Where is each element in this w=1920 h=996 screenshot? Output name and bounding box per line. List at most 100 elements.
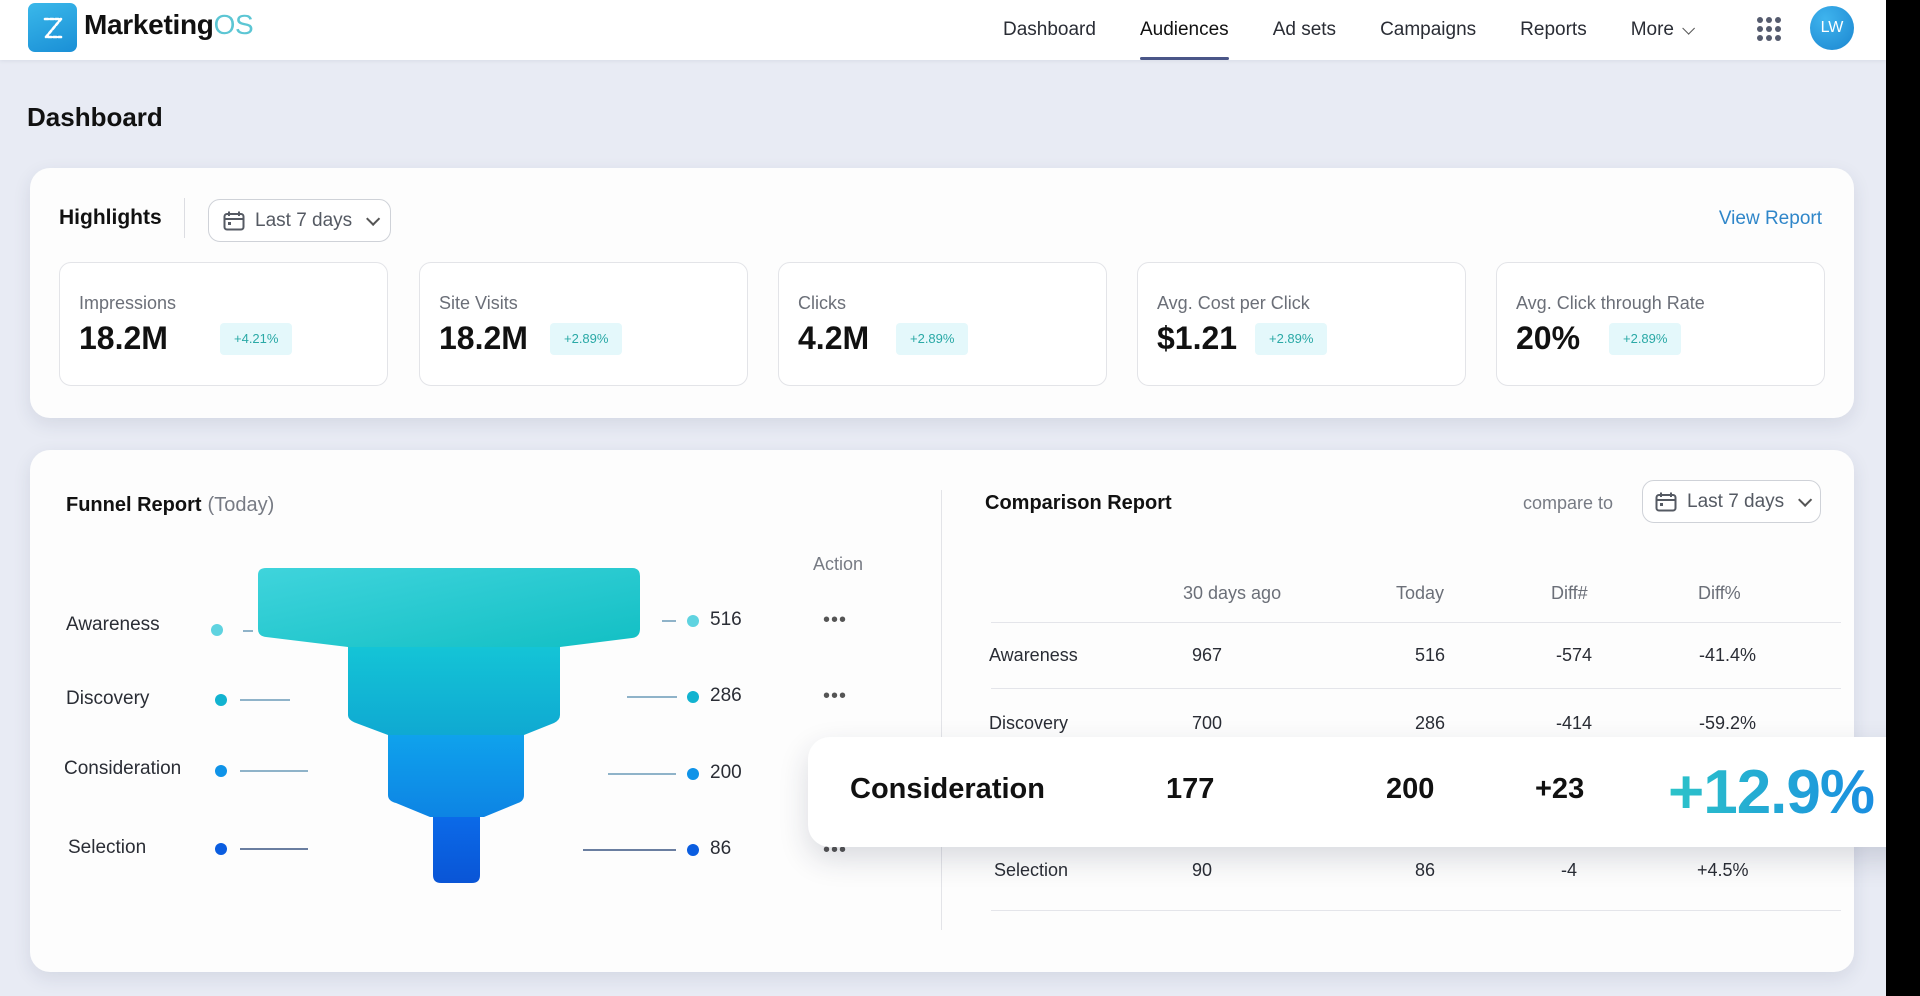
funnel-stage-label: Discovery xyxy=(66,688,150,709)
main-nav: Dashboard Audiences Ad sets Campaigns Re… xyxy=(1003,0,1735,60)
nav-reports[interactable]: Reports xyxy=(1520,0,1587,60)
connector-line xyxy=(627,696,677,698)
highlighted-consideration-row[interactable]: Consideration 177 200 +23 +12.9% xyxy=(808,737,1886,847)
calendar-icon xyxy=(223,211,245,230)
highlight-diff: +23 xyxy=(1535,773,1585,805)
metric-label: Avg. Click through Rate xyxy=(1516,293,1705,313)
row-past: 90 xyxy=(1192,860,1213,880)
row-divider xyxy=(991,910,1841,911)
row-diff: -4 xyxy=(1561,860,1578,880)
nav-label: Ad sets xyxy=(1272,19,1337,40)
connector-line xyxy=(583,849,676,851)
date-range-value: Last 7 days xyxy=(1687,490,1785,512)
highlight-stage: Consideration xyxy=(850,773,1045,805)
funnel-stage-label: Awareness xyxy=(66,614,160,635)
more-options-icon[interactable]: ••• xyxy=(823,685,848,707)
divider xyxy=(184,198,185,238)
funnel-stage-count: 516 xyxy=(710,609,742,630)
highlights-card: Highlights Last 7 days View Report Impre… xyxy=(30,168,1854,418)
row-today: 86 xyxy=(1415,860,1436,880)
metric-card-avg-cost-per-click[interactable]: Avg. Cost per Click $1.21 +2.89% xyxy=(1137,262,1466,386)
chevron-down-icon xyxy=(1682,21,1695,35)
nav-campaigns[interactable]: Campaigns xyxy=(1380,0,1476,60)
action-column-header: Action xyxy=(813,554,864,574)
metric-label: Avg. Cost per Click xyxy=(1157,293,1310,313)
metric-value: 18.2M xyxy=(439,320,528,356)
z-logo-icon[interactable] xyxy=(28,3,77,52)
stage-dot xyxy=(215,765,227,777)
nav-ad-sets[interactable]: Ad sets xyxy=(1273,0,1336,60)
nav-label: Dashboard xyxy=(1003,19,1096,40)
funnel-report-title: Funnel Report (Today) xyxy=(66,494,274,517)
stage-dot xyxy=(687,768,699,780)
connector-line xyxy=(240,699,290,701)
stage-dot xyxy=(687,615,699,627)
funnel-stage-count: 286 xyxy=(710,685,742,706)
connector-line xyxy=(608,773,676,775)
chevron-down-icon xyxy=(366,211,381,226)
comparison-report-title: Comparison Report xyxy=(985,492,1172,514)
metric-value: $1.21 xyxy=(1157,320,1238,356)
metric-value: 4.2M xyxy=(798,320,870,356)
row-divider xyxy=(991,622,1841,623)
row-pct: -41.4% xyxy=(1699,645,1757,665)
nav-audiences[interactable]: Audiences xyxy=(1139,0,1229,60)
column-header: Diff% xyxy=(1698,583,1741,603)
brand-accent: OS xyxy=(213,9,254,40)
funnel-segment-consideration xyxy=(388,735,524,817)
metric-label: Site Visits xyxy=(439,293,518,313)
metric-card-clicks[interactable]: Clicks 4.2M +2.89% xyxy=(778,262,1107,386)
funnel-title: Funnel Report xyxy=(66,494,202,516)
metric-card-avg-ctr[interactable]: Avg. Click through Rate 20% +2.89% xyxy=(1496,262,1825,386)
row-diff: -574 xyxy=(1556,645,1593,665)
funnel-segment-selection xyxy=(433,817,480,883)
nav-label: More xyxy=(1630,19,1674,40)
section-divider xyxy=(941,490,942,930)
metric-card-site-visits[interactable]: Site Visits 18.2M +2.89% xyxy=(419,262,748,386)
metric-delta-badge: +2.89% xyxy=(896,323,969,355)
view-report-link[interactable]: View Report xyxy=(1718,208,1822,229)
date-range-value: Last 7 days xyxy=(255,209,353,231)
stage-dot xyxy=(687,844,699,856)
row-today: 516 xyxy=(1415,645,1446,665)
nav-dashboard[interactable]: Dashboard xyxy=(1003,0,1096,60)
connector-line xyxy=(243,630,253,632)
row-stage: Selection xyxy=(994,860,1069,880)
highlights-title: Highlights xyxy=(59,206,162,229)
metric-label: Impressions xyxy=(79,293,177,313)
row-pct: +4.5% xyxy=(1697,860,1749,880)
nav-label: Reports xyxy=(1520,19,1587,40)
funnel-stage-label: Selection xyxy=(68,837,147,858)
funnel-subtitle: (Today) xyxy=(207,494,275,516)
row-divider xyxy=(991,688,1841,689)
more-options-icon[interactable]: ••• xyxy=(823,609,848,631)
nav-more-dropdown[interactable]: More xyxy=(1630,0,1695,60)
connector-line xyxy=(662,620,676,622)
highlight-today: 200 xyxy=(1386,773,1435,805)
calendar-icon xyxy=(1655,492,1677,511)
nav-label: Audiences xyxy=(1139,19,1229,40)
row-diff: -414 xyxy=(1556,713,1593,733)
funnel-stage-count: 86 xyxy=(710,838,732,859)
metric-value: 18.2M xyxy=(79,320,168,356)
user-initials: LW xyxy=(1820,19,1844,36)
comparison-date-range-select[interactable]: Last 7 days xyxy=(1642,480,1822,523)
highlight-pct: +12.9% xyxy=(1668,758,1875,827)
metric-card-impressions[interactable]: Impressions 18.2M +4.21% xyxy=(59,262,388,386)
brand-name: MarketingOS xyxy=(84,9,254,41)
row-stage: Awareness xyxy=(989,645,1078,665)
column-header: 30 days ago xyxy=(1183,583,1282,603)
metric-value: 20% xyxy=(1516,320,1581,356)
funnel-chart xyxy=(258,568,640,883)
user-avatar[interactable]: LW xyxy=(1810,6,1854,50)
row-past: 967 xyxy=(1192,645,1223,665)
connector-line xyxy=(240,848,308,850)
page-title: Dashboard xyxy=(27,102,163,132)
highlights-date-range-select[interactable]: Last 7 days xyxy=(208,199,392,242)
row-today: 286 xyxy=(1415,713,1446,733)
highlight-past: 177 xyxy=(1166,773,1215,805)
app-grid-icon[interactable] xyxy=(1757,17,1781,41)
column-header: Today xyxy=(1396,583,1445,603)
row-stage: Discovery xyxy=(989,713,1069,733)
